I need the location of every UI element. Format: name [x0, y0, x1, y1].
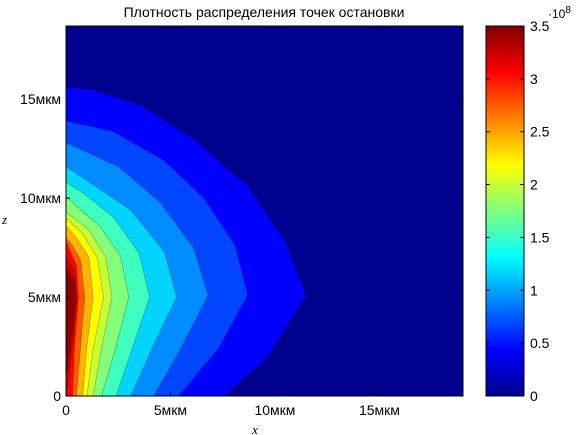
- colorbar-tick-label: 3: [530, 71, 538, 87]
- colorbar-exponent: ·108: [548, 5, 571, 21]
- colorbar-tick-label: 1: [530, 282, 538, 298]
- plot-area: [65, 25, 464, 397]
- y-axis-label: z: [1, 212, 7, 227]
- colorbar-tick-label: 0.5: [530, 335, 550, 351]
- colorbar-tick-label: 2.5: [530, 124, 550, 140]
- colorbar-tick-label: 1.5: [530, 229, 550, 245]
- y-axis: 0 5мкм 10мкм 15мкм: [20, 91, 463, 404]
- y-tick-label: 10мкм: [20, 190, 61, 206]
- colorbar-tick-label: 3.5: [530, 18, 550, 34]
- x-tick-label: 0: [62, 402, 70, 418]
- y-tick-label: 5мкм: [28, 289, 61, 305]
- colorbar-gradient: [485, 25, 525, 397]
- x-tick-label: 15мкм: [359, 402, 400, 418]
- colorbar-tick-label: 0: [530, 388, 538, 404]
- colorbar-tick-label: 2: [530, 177, 538, 193]
- x-tick-label: 10мкм: [254, 402, 295, 418]
- colorbar-exponent-power: 8: [565, 5, 571, 16]
- colorbar-ticks: 0 0.5 1 1.5 2 2.5 3 3.5: [486, 18, 550, 404]
- x-axis-label: x: [251, 422, 258, 435]
- contour-level-12: [66, 266, 77, 396]
- chart-title: Плотность распределения точек остановки: [124, 4, 405, 20]
- y-tick-label: 15мкм: [20, 91, 61, 107]
- y-tick-label: 0: [53, 388, 61, 404]
- colorbar-exponent-base: ·10: [548, 7, 566, 21]
- x-tick-label: 5мкм: [154, 402, 187, 418]
- plot-frame: [65, 25, 464, 397]
- contour-fills: [66, 86, 307, 396]
- colorbar: 0 0.5 1 1.5 2 2.5 3 3.5 ·108: [485, 5, 571, 404]
- x-axis: 0 5мкм 10мкм 15мкм: [62, 26, 400, 418]
